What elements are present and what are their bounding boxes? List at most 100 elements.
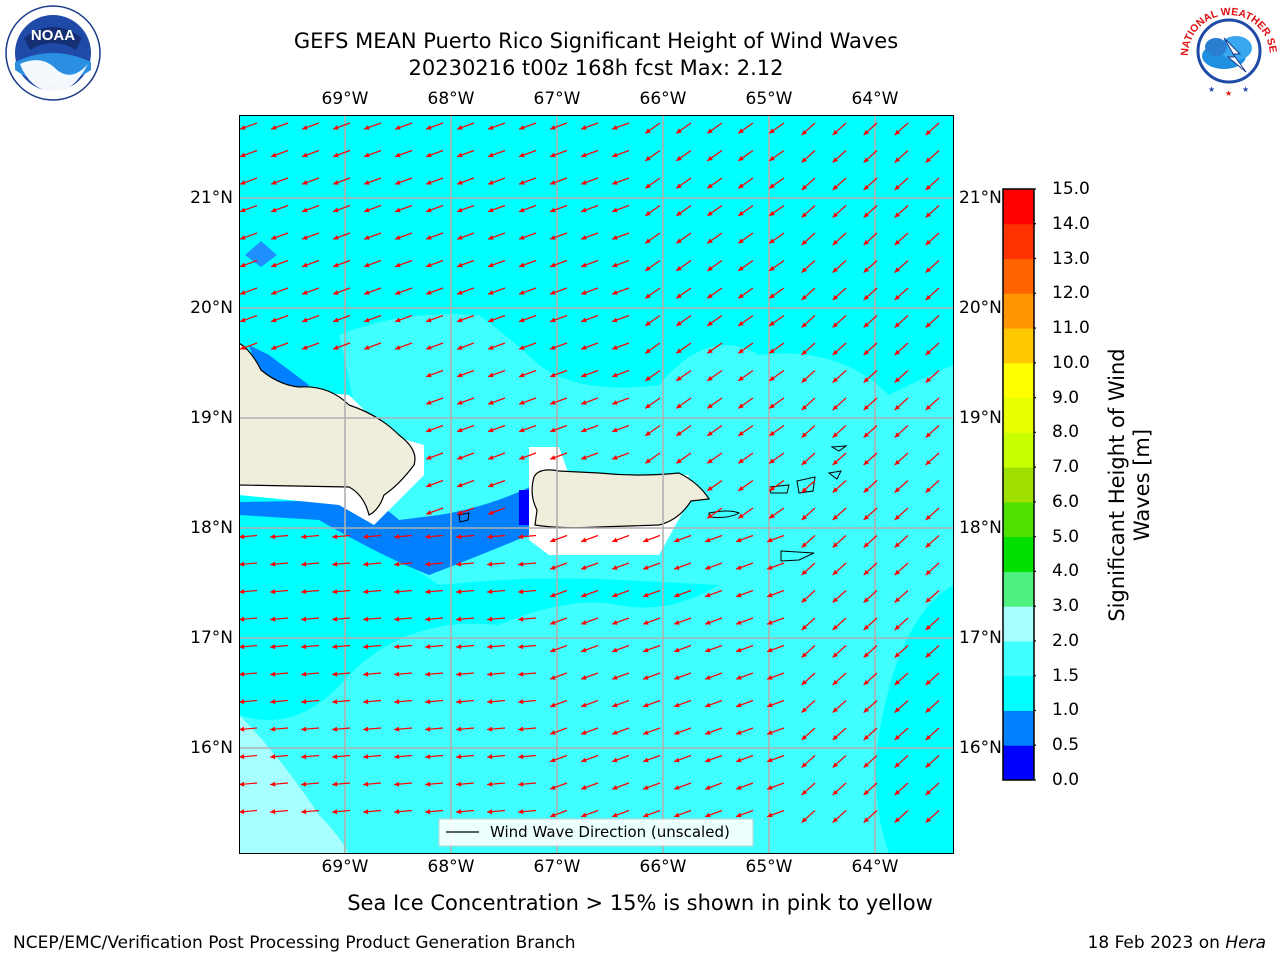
wave-arrow-head <box>832 322 839 328</box>
wave-arrow-head <box>519 455 525 460</box>
wave-arrow-head <box>705 620 711 625</box>
wave-arrow-head <box>612 152 618 158</box>
wave-arrow-head <box>832 157 839 163</box>
sea-ice-note: Sea Ice Concentration > 15% is shown in … <box>347 891 933 915</box>
wave-arrow-head <box>270 534 276 540</box>
wave-arrow-head <box>674 620 680 625</box>
wave-arrow-head <box>894 514 901 521</box>
lat-label-left: 21°N <box>190 188 233 208</box>
footer-credit: NCEP/EMC/Verification Post Processing Pr… <box>13 933 576 953</box>
wave-arrow-head <box>925 597 932 603</box>
wave-arrow-head <box>425 561 431 567</box>
wave-arrow-head <box>736 730 742 735</box>
wave-arrow-head <box>801 789 808 796</box>
wave-arrow-head <box>612 372 618 378</box>
wave-arrow-head <box>395 180 401 185</box>
wave-arrow-head <box>894 212 901 218</box>
lon-label-top: 66°W <box>639 89 687 109</box>
wave-height-map: Wind Wave Direction (unscaled) <box>239 115 954 854</box>
wave-arrow-head <box>488 510 494 515</box>
wave-arrow-head <box>707 403 713 409</box>
wave-arrow-head <box>456 726 462 732</box>
wave-arrow-head <box>769 183 775 189</box>
wave-arrow-head <box>581 730 587 735</box>
wave-arrow-head <box>394 671 400 677</box>
contour-0-5b <box>249 345 309 397</box>
wave-arrow-head <box>301 671 307 677</box>
wave-arrow-head <box>550 812 556 818</box>
wave-arrow-head <box>643 675 649 680</box>
wave-arrow-head <box>676 183 682 189</box>
wave-arrow-head <box>769 403 775 409</box>
colorbar-segment <box>1003 640 1034 677</box>
wave-arrow-head <box>674 812 680 818</box>
wave-arrow-head <box>894 404 901 411</box>
wave-arrow-head <box>519 317 525 323</box>
colorbar-tick-label: 11.0 <box>1052 318 1090 339</box>
wave-arrow-head <box>550 757 556 763</box>
wave-arrow-head <box>925 267 932 273</box>
wave-arrow-head <box>863 542 870 548</box>
wave-arrow-head <box>301 644 307 650</box>
wave-arrow-head <box>736 620 742 625</box>
colorbar <box>1002 188 1036 781</box>
wave-arrow-head <box>271 207 277 213</box>
wave-arrow-head <box>456 809 462 815</box>
wave-arrow-head <box>769 485 775 491</box>
wave-arrow-head <box>643 757 649 763</box>
wave-arrow-head <box>426 400 432 405</box>
lon-label-bottom: 64°W <box>851 857 899 877</box>
lon-label-bottom: 69°W <box>321 857 369 877</box>
wave-arrow-head <box>738 320 744 326</box>
wave-arrow-head <box>674 675 680 680</box>
wave-arrow-head <box>581 372 587 378</box>
wave-arrow-head <box>863 239 870 246</box>
wave-arrow-head <box>395 235 401 240</box>
wave-arrow-head <box>239 809 245 815</box>
wave-arrow-head <box>674 647 680 653</box>
wave-arrow-head <box>925 569 932 576</box>
colorbar-segment <box>1003 293 1034 329</box>
colorbar-tick-label: 2.0 <box>1052 630 1080 651</box>
wave-arrow-head <box>581 647 587 653</box>
wave-arrow-head <box>394 699 400 705</box>
wave-arrow-head <box>518 781 524 787</box>
wave-arrow-head <box>925 624 932 631</box>
wave-arrow-head <box>863 322 870 328</box>
wave-arrow-head <box>457 455 463 460</box>
wave-arrow-head <box>395 152 401 158</box>
wave-arrow-head <box>767 812 773 818</box>
wave-arrow-head <box>612 455 618 460</box>
svg-text:★: ★ <box>1225 89 1232 98</box>
wave-arrow-head <box>581 620 587 625</box>
wave-arrow-head <box>676 238 682 244</box>
wave-arrow-head <box>239 561 245 567</box>
noaa-logo-text: NOAA <box>31 27 75 44</box>
wave-arrow-head <box>705 647 711 653</box>
wave-arrow-head <box>363 726 369 732</box>
wave-arrow-head <box>581 235 587 240</box>
wave-arrow-head <box>894 542 901 548</box>
wave-arrow-head <box>612 345 618 350</box>
wave-arrow-head <box>769 375 775 381</box>
wave-arrow-head <box>364 152 370 158</box>
colorbar-segment <box>1003 432 1034 468</box>
wave-arrow-head <box>705 785 711 790</box>
wave-arrow-head <box>239 671 245 677</box>
wave-arrow-head <box>801 322 808 328</box>
wave-arrow-head <box>676 458 682 464</box>
wave-arrow-head <box>612 290 618 295</box>
wave-arrow-head <box>863 212 870 218</box>
wave-arrow-head <box>581 180 587 185</box>
land-vieques <box>708 510 741 518</box>
wave-arrow-head <box>832 459 839 466</box>
wave-arrow-head <box>707 430 713 436</box>
wave-arrow-head <box>518 589 524 595</box>
wave-arrow-head <box>894 487 901 493</box>
wave-arrow-head <box>425 671 431 677</box>
wave-arrow-head <box>426 180 432 185</box>
wave-arrow-head <box>487 699 493 705</box>
wave-arrow-head <box>301 726 307 732</box>
wave-arrow-head <box>769 238 775 244</box>
wave-arrow-head <box>894 652 901 658</box>
